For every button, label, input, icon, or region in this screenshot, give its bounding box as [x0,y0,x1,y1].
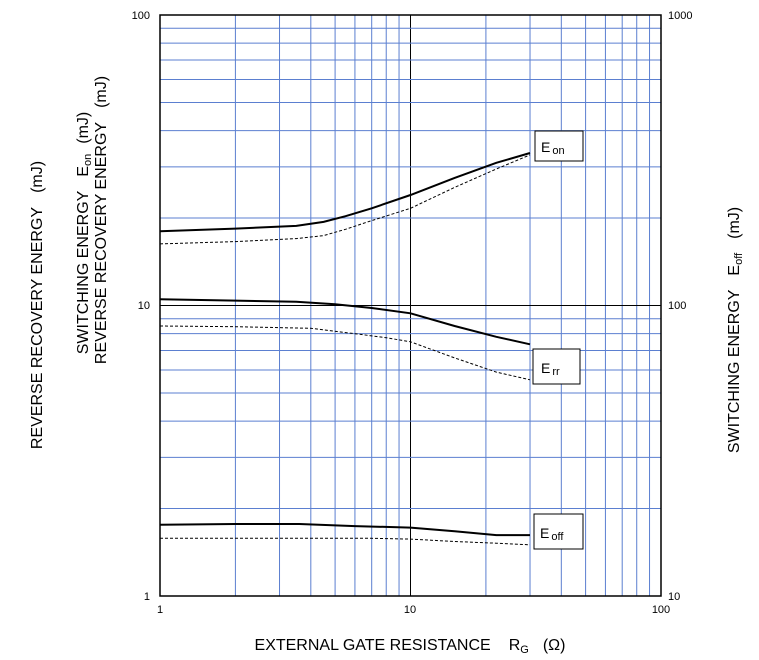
x-axis-label: EXTERNAL GATE RESISTANCE RG (Ω) [255,637,566,656]
y-right-tick-100: 100 [668,300,686,312]
y-left-inner-label-1-sub: on [82,154,94,166]
y-left-tick-10: 10 [138,300,150,312]
eoff-label-main: E [540,525,549,541]
x-tick-100: 100 [652,604,670,616]
y-left-tick-labels: 100 10 1 [132,10,150,603]
eon-label-sub: on [552,145,564,157]
x-axis-label-text: EXTERNAL GATE RESISTANCE [255,637,491,654]
grid-lines [160,15,661,596]
y-right-tick-1000: 1000 [668,10,692,22]
y-right-label-sub: off [733,252,745,265]
y-right-label-text: SWITCHING ENERGY [726,289,743,453]
y-left-outer-label: REVERSE RECOVERY ENERGY (mJ) [29,161,46,449]
y-left-tick-100: 100 [132,10,150,22]
y-left-tick-1: 1 [144,591,150,603]
eoff-label-box [533,513,584,550]
x-axis-label-sub: G [520,644,529,656]
x-axis-label-symbol: R [509,637,521,654]
x-tick-labels: 1 10 100 [157,604,670,616]
y-left-outer-label-unit: (mJ) [29,161,46,193]
y-left-inner-label-1-symbol: E [75,166,92,177]
x-tick-1: 1 [157,604,163,616]
series-eoff-typ-line [160,537,531,546]
y-right-label-unit: (mJ) [726,207,743,239]
series-err-line [159,298,531,346]
eon-label-box [534,130,584,162]
y-left-outer-label-text: REVERSE RECOVERY ENERGY [29,207,46,449]
y-left-inner-label-1: SWITCHING ENERGY Eon (mJ) [75,112,94,354]
series-eon-line [159,152,531,233]
x-axis-label-unit: (Ω) [543,637,566,654]
series-err-typ-line [159,325,531,381]
y-left-inner-label-1-unit: (mJ) [75,112,92,144]
y-right-label-symbol: E [726,265,743,276]
plot-frame [159,14,662,597]
x-tick-10: 10 [404,604,416,616]
y-right-tick-labels: 1000 100 10 [668,10,692,603]
series-eoff-line [159,523,530,537]
y-left-inner-label-2-text: REVERSE RECOVERY ENERGY [93,122,110,364]
y-left-inner-label-1-text: SWITCHING ENERGY [75,190,92,354]
y-left-inner-label-2: REVERSE RECOVERY ENERGY (mJ) [93,76,110,364]
y-right-tick-10: 10 [668,591,680,603]
eon-label-main: E [541,139,550,155]
err-label-box [532,348,581,385]
err-label-sub: rr [552,366,560,378]
eoff-label-sub: off [551,531,564,543]
err-label-main: E [541,360,550,376]
y-left-inner-label-2-unit: (mJ) [93,76,110,108]
y-right-label: SWITCHING ENERGY Eoff (mJ) [726,207,745,453]
series-eon-typ-line [159,154,531,245]
series-curves [159,152,531,546]
